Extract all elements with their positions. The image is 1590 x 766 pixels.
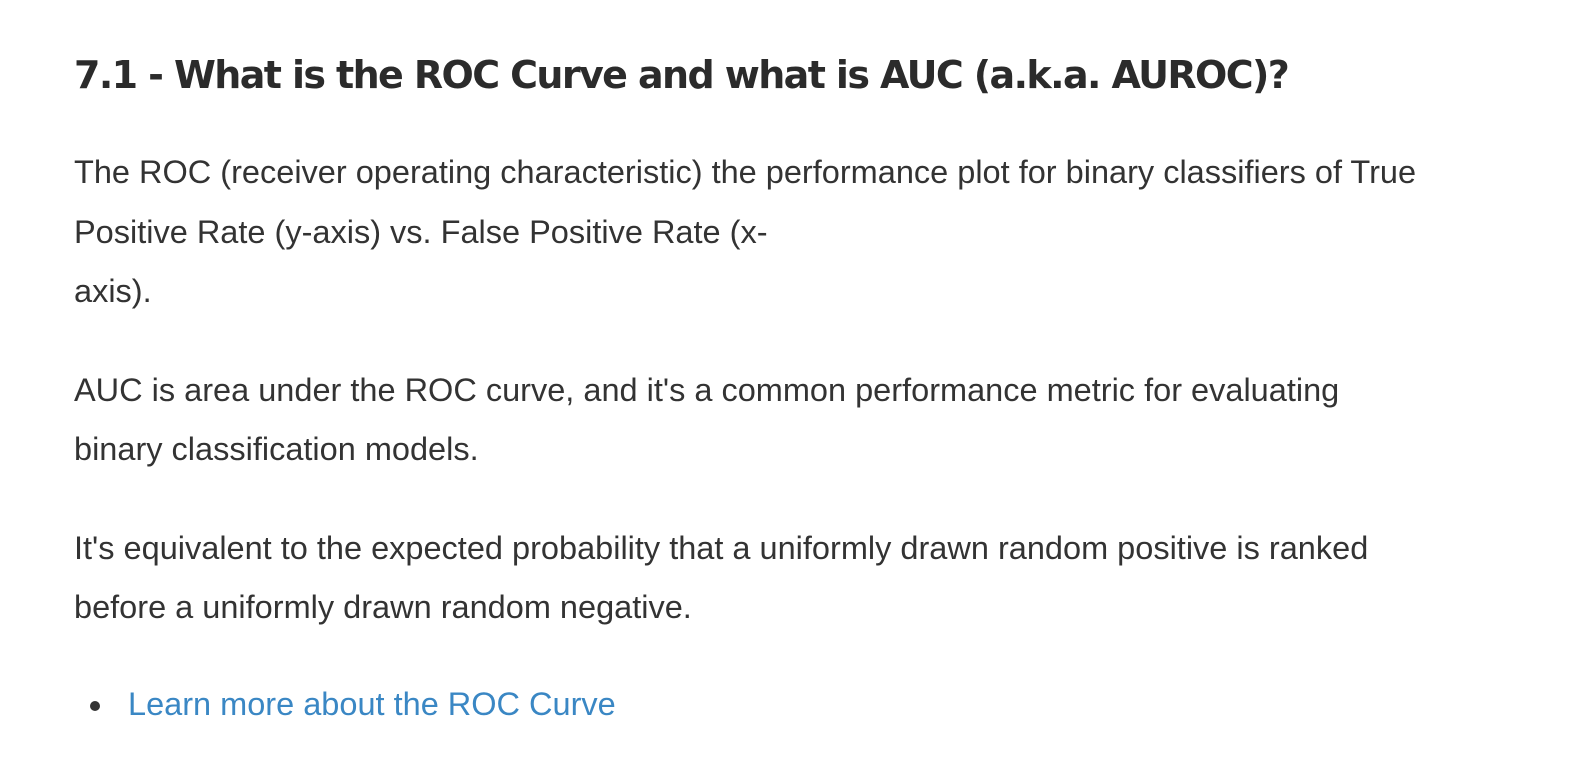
list-item: Learn more about the ROC Curve: [90, 675, 1574, 734]
paragraph-line: It's equivalent to the expected probabil…: [74, 529, 1369, 566]
paragraph-roc-definition: The ROC (receiver operating characterist…: [74, 143, 1574, 322]
paragraph-line: axis).: [74, 273, 152, 309]
paragraph-line: Positive Rate (y-axis) vs. False Positiv…: [74, 213, 768, 250]
section-heading: 7.1 - What is the ROC Curve and what is …: [74, 53, 1290, 97]
paragraph-auc-definition: AUC is area under the ROC curve, and it'…: [74, 361, 1574, 480]
paragraph-line: binary classification models.: [74, 431, 479, 467]
paragraph-line: before a uniformly drawn random negative…: [74, 589, 692, 625]
learn-more-roc-link[interactable]: Learn more about the ROC Curve: [128, 685, 616, 722]
paragraph-line: AUC is area under the ROC curve, and it'…: [74, 371, 1340, 408]
paragraph-auc-probability: It's equivalent to the expected probabil…: [74, 519, 1574, 638]
bullet-icon: [90, 700, 100, 711]
related-links-list: Learn more about the ROC Curve: [74, 675, 1574, 734]
paragraph-line: The ROC (receiver operating characterist…: [74, 154, 1417, 190]
article-section: 7.1 - What is the ROC Curve and what is …: [74, 44, 1574, 734]
